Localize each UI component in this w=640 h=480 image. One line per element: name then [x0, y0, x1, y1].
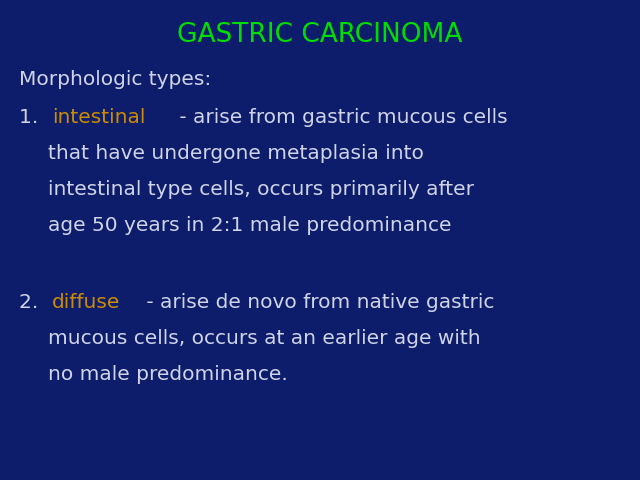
Text: intestinal type cells, occurs primarily after: intestinal type cells, occurs primarily … — [48, 180, 474, 199]
Text: intestinal: intestinal — [52, 108, 146, 127]
Text: - arise de novo from native gastric: - arise de novo from native gastric — [141, 293, 495, 312]
Text: no male predominance.: no male predominance. — [48, 365, 288, 384]
Text: 1.: 1. — [19, 108, 45, 127]
Text: - arise from gastric mucous cells: - arise from gastric mucous cells — [173, 108, 508, 127]
Text: that have undergone metaplasia into: that have undergone metaplasia into — [48, 144, 424, 163]
Text: 2.: 2. — [19, 293, 45, 312]
Text: diffuse: diffuse — [52, 293, 120, 312]
Text: GASTRIC CARCINOMA: GASTRIC CARCINOMA — [177, 22, 463, 48]
Text: Morphologic types:: Morphologic types: — [19, 70, 211, 89]
Text: mucous cells, occurs at an earlier age with: mucous cells, occurs at an earlier age w… — [48, 329, 481, 348]
Text: age 50 years in 2:1 male predominance: age 50 years in 2:1 male predominance — [48, 216, 451, 235]
